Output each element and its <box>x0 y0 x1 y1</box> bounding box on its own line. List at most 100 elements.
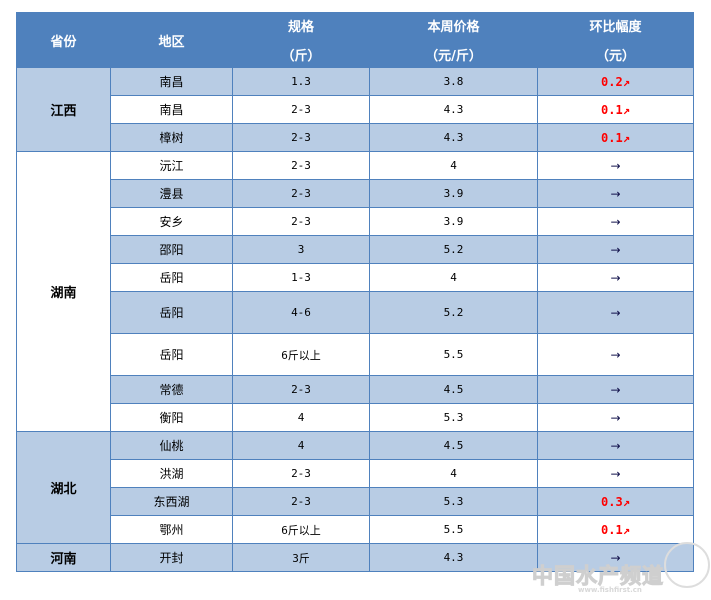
region-cell: 洪湖 <box>110 459 233 488</box>
spec-cell: 6斤以上 <box>232 515 370 544</box>
change-cell: → <box>537 263 694 292</box>
price-cell: 4.5 <box>369 375 538 404</box>
table-row: 鄂州 6斤以上 5.5 0.1↗ <box>17 515 694 544</box>
watermark-text: 中国水产频道 <box>532 564 664 589</box>
region-cell: 鄂州 <box>110 515 233 544</box>
table-row: 湖北 仙桃 4 4.5 → <box>16 431 694 544</box>
price-cell: 4.3 <box>369 95 538 124</box>
spec-cell: 1.3 <box>232 67 370 96</box>
up-arrow-icon: 0.2↗ <box>601 74 630 89</box>
watermark-globe-icon <box>664 542 710 588</box>
price-cell: 5.2 <box>369 235 538 264</box>
flat-arrow-icon: → <box>610 305 621 320</box>
change-cell: 0.2↗ <box>537 67 694 96</box>
price-cell: 5.5 <box>369 515 538 544</box>
flat-arrow-icon: → <box>610 382 621 397</box>
region-cell: 开封 <box>110 543 233 572</box>
table-row: 常德 2-3 4.5 → <box>17 375 694 404</box>
spec-cell: 6斤以上 <box>232 333 370 376</box>
flat-arrow-icon: → <box>610 550 621 565</box>
flat-arrow-icon: → <box>610 186 621 201</box>
spec-cell: 2-3 <box>232 375 370 404</box>
change-cell: 0.3↗ <box>537 487 694 516</box>
up-arrow-icon: 0.1↗ <box>601 102 630 117</box>
spec-cell: 3 <box>232 235 370 264</box>
spec-cell: 2-3 <box>232 179 370 208</box>
table-row: 江西 南昌 1.3 3.8 0.2↗ <box>16 67 694 152</box>
province-cell: 湖北 <box>16 431 111 544</box>
header-change-label: 环比幅度 <box>589 20 642 35</box>
price-cell: 5.3 <box>369 403 538 432</box>
table-row: 澧县 2-3 3.9 → <box>17 179 694 208</box>
region-cell: 澧县 <box>110 179 233 208</box>
price-cell: 3.9 <box>369 179 538 208</box>
flat-arrow-icon: → <box>610 410 621 425</box>
header-change-unit: （元） <box>595 49 635 64</box>
change-cell: 0.1↗ <box>537 123 694 152</box>
table-row: 岳阳 4-6 5.2 → <box>17 291 694 334</box>
change-cell: → <box>537 431 694 460</box>
price-cell: 4 <box>369 151 538 180</box>
region-cell: 东西湖 <box>110 487 233 516</box>
region-cell: 常德 <box>110 375 233 404</box>
spec-cell: 2-3 <box>232 151 370 180</box>
region-cell: 安乡 <box>110 207 233 236</box>
header-province: 省份 <box>16 12 111 68</box>
spec-cell: 2-3 <box>232 123 370 152</box>
province-cell: 河南 <box>16 543 111 572</box>
change-cell: 0.1↗ <box>537 95 694 124</box>
table-row: 樟树 2-3 4.3 0.1↗ <box>17 123 694 152</box>
up-arrow-icon: 0.1↗ <box>601 130 630 145</box>
up-arrow-icon: 0.1↗ <box>601 522 630 537</box>
header-price: 本周价格 （元/斤） <box>369 12 538 68</box>
region-cell: 岳阳 <box>110 291 233 334</box>
spec-cell: 1-3 <box>232 263 370 292</box>
change-cell: → <box>537 179 694 208</box>
province-cell: 江西 <box>16 67 111 152</box>
table-row: 湖南 沅江 2-3 4 → <box>16 151 694 432</box>
region-cell: 南昌 <box>110 95 233 124</box>
region-cell: 岳阳 <box>110 333 233 376</box>
region-cell: 邵阳 <box>110 235 233 264</box>
table-row: 邵阳 3 5.2 → <box>17 235 694 264</box>
header-price-unit: （元/斤） <box>425 49 482 64</box>
change-cell: → <box>537 207 694 236</box>
change-cell: → <box>537 333 694 376</box>
price-cell: 3.9 <box>369 207 538 236</box>
spec-cell: 3斤 <box>232 543 370 572</box>
change-cell: → <box>537 459 694 488</box>
change-cell: → <box>537 235 694 264</box>
spec-cell: 2-3 <box>232 487 370 516</box>
table-row: 岳阳 6斤以上 5.5 → <box>17 333 694 376</box>
header-spec-unit: （斤） <box>281 49 321 64</box>
spec-cell: 2-3 <box>232 459 370 488</box>
change-cell: → <box>537 151 694 180</box>
header-spec-label: 规格 <box>287 20 314 35</box>
price-cell: 5.5 <box>369 333 538 376</box>
table-row: 洪湖 2-3 4 → <box>17 459 694 488</box>
change-cell: → <box>537 403 694 432</box>
price-table: 省份 地区 规格 （斤） 本周价格 （元/斤） 环比幅度 （元） 江西 南昌 1.3 3.8… <box>16 12 694 572</box>
change-cell: → <box>537 291 694 334</box>
header-region: 地区 <box>110 12 233 68</box>
flat-arrow-icon: → <box>610 242 621 257</box>
spec-cell: 4 <box>232 431 370 460</box>
table-row: 南昌 2-3 4.3 0.1↗ <box>17 95 694 124</box>
header-spec: 规格 （斤） <box>232 12 370 68</box>
price-cell: 5.2 <box>369 291 538 334</box>
header-change: 环比幅度 （元） <box>537 12 694 68</box>
price-cell: 4.5 <box>369 431 538 460</box>
price-cell: 3.8 <box>369 67 538 96</box>
price-cell: 4.3 <box>369 123 538 152</box>
price-cell: 5.3 <box>369 487 538 516</box>
flat-arrow-icon: → <box>610 270 621 285</box>
flat-arrow-icon: → <box>610 158 621 173</box>
region-cell: 衡阳 <box>110 403 233 432</box>
spec-cell: 4 <box>232 403 370 432</box>
price-cell: 4 <box>369 263 538 292</box>
table-row: 岳阳 1-3 4 → <box>17 263 694 292</box>
region-cell: 樟树 <box>110 123 233 152</box>
region-cell: 岳阳 <box>110 263 233 292</box>
flat-arrow-icon: → <box>610 347 621 362</box>
table-row: 东西湖 2-3 5.3 0.3↗ <box>17 487 694 516</box>
